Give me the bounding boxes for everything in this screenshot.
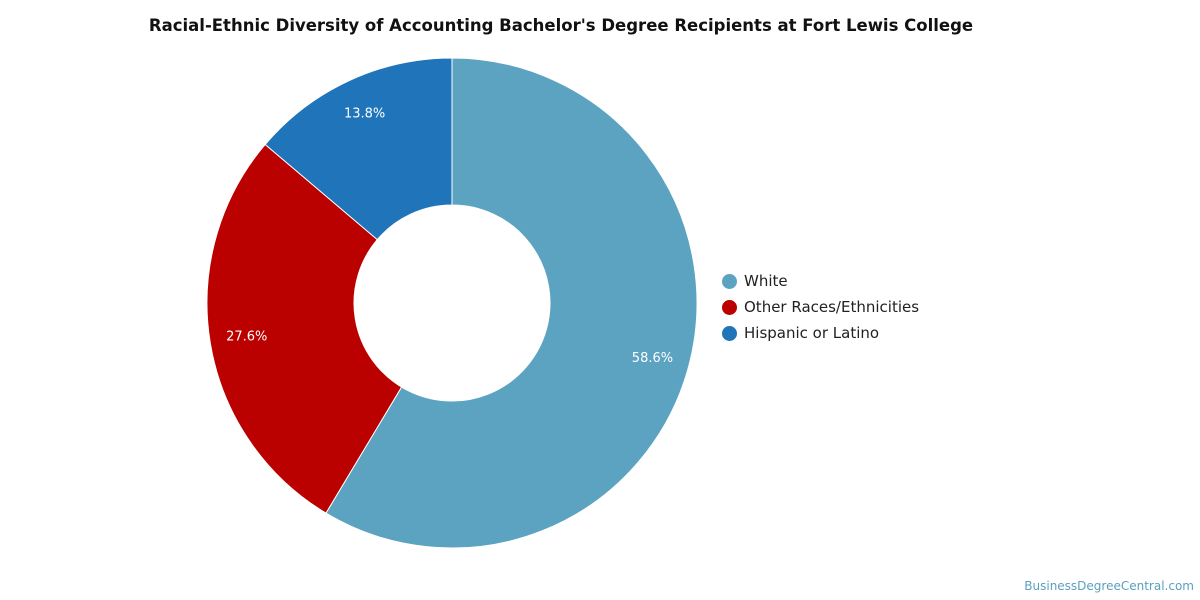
slice-label-1: 27.6%: [226, 329, 267, 344]
slice-hispanic-or-latino[interactable]: [264, 57, 453, 241]
legend-swatch-icon: [722, 299, 737, 315]
legend-swatch-icon: [722, 325, 737, 341]
donut-slices: [206, 57, 698, 549]
slice-label-0: 58.6%: [632, 351, 673, 366]
legend-label: Hispanic or Latino: [744, 324, 880, 342]
slice-white[interactable]: [325, 57, 698, 549]
legend-item-hispanic-or-latino[interactable]: Hispanic or Latino: [722, 320, 919, 346]
legend-item-other-races-ethnicities[interactable]: Other Races/Ethnicities: [722, 294, 919, 320]
slice-other-races-ethnicities[interactable]: [206, 143, 403, 514]
slice-labels: 58.6% 27.6% 13.8%: [226, 107, 673, 366]
legend-item-white[interactable]: White: [722, 268, 919, 294]
legend-swatch-icon: [722, 273, 737, 289]
legend-label: White: [744, 272, 788, 290]
slice-label-2: 13.8%: [344, 107, 385, 122]
source-credit[interactable]: BusinessDegreeCentral.com: [1024, 579, 1194, 593]
chart-title: Racial-Ethnic Diversity of Accounting Ba…: [148, 16, 974, 35]
chart-legend: White Other Races/Ethnicities Hispanic or …: [722, 268, 919, 346]
legend-label: Other Races/Ethnicities: [744, 298, 920, 316]
